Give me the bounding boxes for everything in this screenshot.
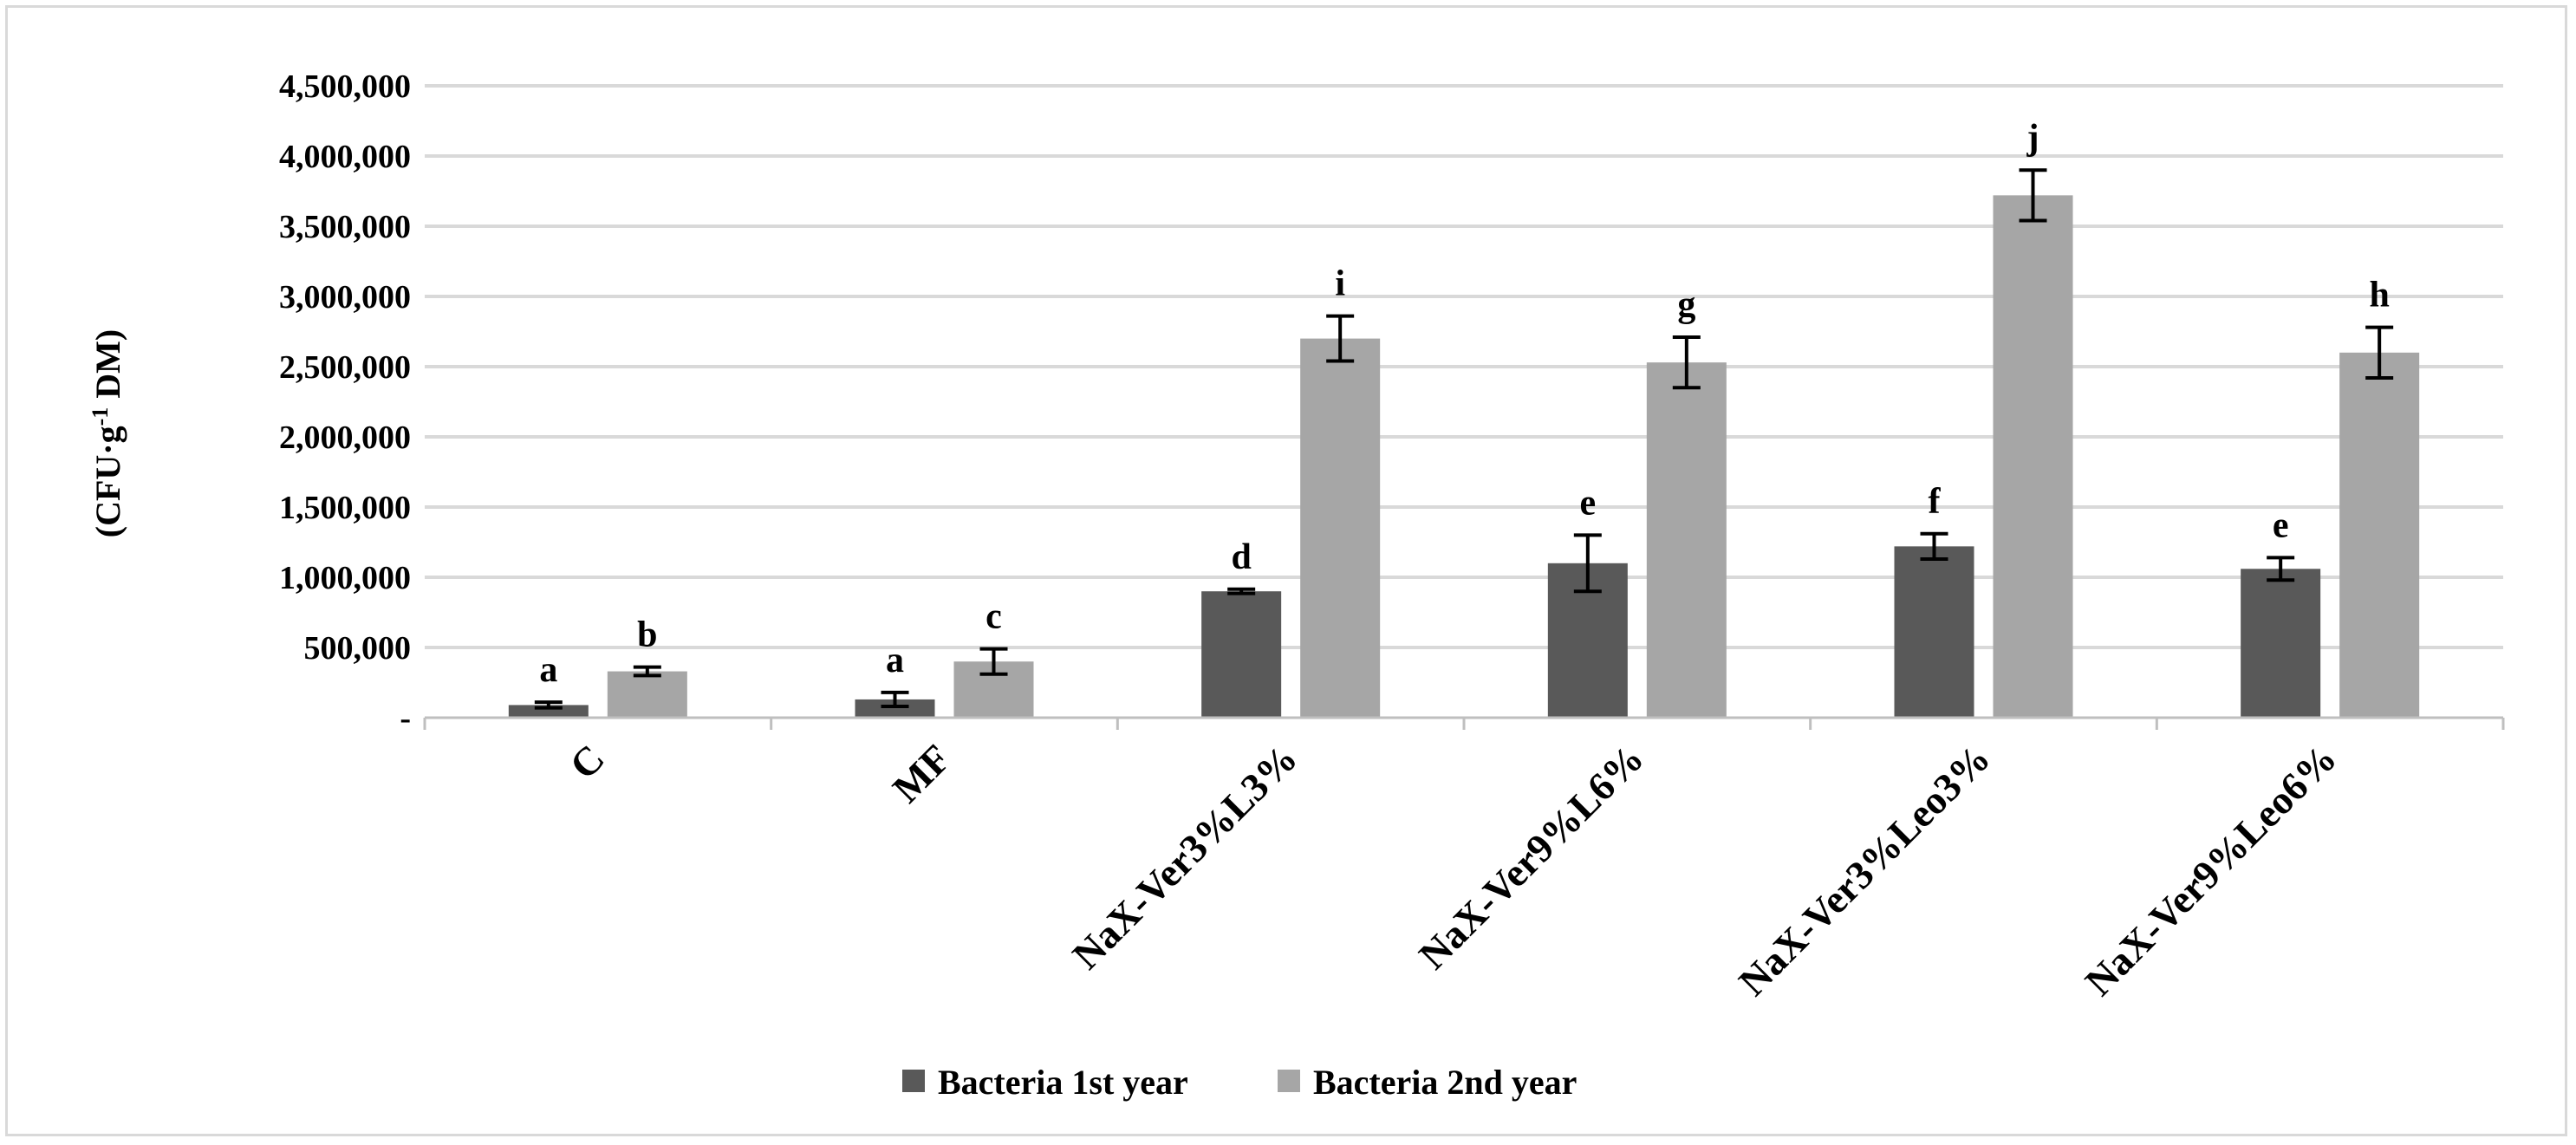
bar — [607, 671, 687, 718]
y-axis-title-main: (CFU·g — [88, 426, 127, 537]
bar — [1300, 338, 1381, 718]
y-tick-label: 2,000,000 — [279, 420, 411, 456]
bar — [508, 705, 589, 718]
significance-letter: c — [986, 597, 1002, 637]
significance-letters: a b a c d i e g f j e h — [539, 118, 2390, 690]
bar — [2339, 352, 2420, 718]
significance-letter: b — [637, 615, 657, 655]
significance-letter: d — [1231, 537, 1251, 577]
x-category-label: NaX-Ver3%Leo3% — [1730, 736, 1998, 1004]
bar — [2241, 569, 2321, 718]
legend: Bacteria 1st year Bacteria 2nd year — [902, 1063, 1577, 1102]
bar — [1894, 546, 1974, 718]
y-tick-label: 3,500,000 — [279, 209, 411, 245]
gridlines — [423, 84, 2505, 730]
x-category-label: NaX-Ver9%Leo6% — [2077, 736, 2345, 1004]
significance-letter: h — [2369, 276, 2389, 316]
legend-label-2nd-year: Bacteria 2nd year — [1313, 1063, 1577, 1102]
error-bars — [534, 168, 2394, 710]
legend-swatch-1st-year — [902, 1070, 925, 1092]
y-tick-label: 4,500,000 — [279, 68, 411, 105]
y-tick-label: 3,000,000 — [279, 279, 411, 316]
legend-swatch-2nd-year — [1278, 1070, 1300, 1092]
y-tick-label: 500,000 — [304, 630, 412, 667]
bar — [855, 699, 935, 718]
y-tick-label: 1,500,000 — [279, 490, 411, 526]
significance-letter: g — [1677, 285, 1695, 325]
significance-letter: a — [886, 641, 904, 680]
bar — [1993, 195, 2073, 719]
y-tick-label: 2,500,000 — [279, 349, 411, 386]
x-axis-category-labels: C MF NaX-Ver3%L3% NaX-Ver9%L6% NaX-Ver3%Leo3… — [561, 736, 2345, 1004]
x-category-label: NaX-Ver3%L3% — [1064, 736, 1305, 978]
y-axis-title-superscript: -1 — [88, 407, 113, 426]
significance-letter: i — [1335, 264, 1345, 304]
legend-label-1st-year: Bacteria 1st year — [938, 1063, 1188, 1102]
y-axis-title: (CFU·g-1 DM) — [88, 329, 127, 538]
significance-letter: e — [2273, 505, 2289, 545]
y-tick-label: - — [400, 700, 411, 737]
y-axis-title-tail: DM) — [88, 329, 127, 407]
y-tick-label: 4,000,000 — [279, 139, 411, 175]
bar — [1646, 362, 1727, 718]
x-category-label: C — [561, 736, 613, 788]
bar — [1201, 591, 1282, 718]
x-category-label: NaX-Ver9%L6% — [1410, 736, 1652, 978]
significance-letter: a — [539, 650, 557, 690]
bars — [508, 195, 2420, 719]
significance-letter: j — [2026, 118, 2039, 158]
significance-letter: f — [1929, 482, 1942, 522]
chart-frame — [5, 5, 2567, 1136]
y-axis-ticks: - 500,000 1,000,000 1,500,000 2,000,000 2,500… — [279, 68, 411, 737]
significance-letter: e — [1580, 483, 1597, 523]
y-tick-label: 1,000,000 — [279, 560, 411, 596]
x-category-label: MF — [884, 736, 959, 811]
